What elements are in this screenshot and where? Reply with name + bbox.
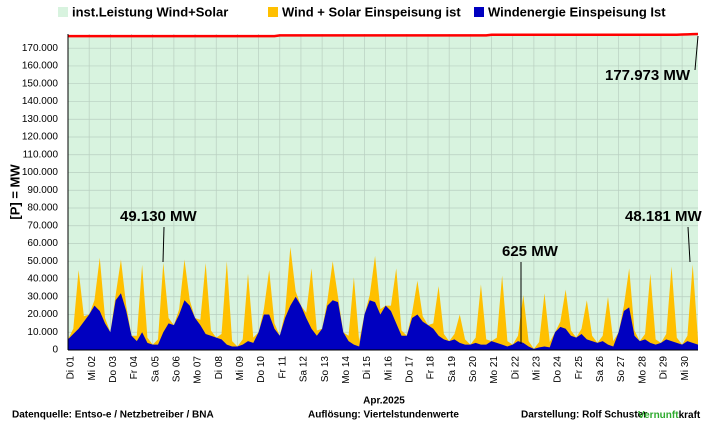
y-tick-label: 110.000	[23, 149, 59, 160]
x-tick-label: Fr 04	[129, 356, 140, 380]
x-tick-label: Mi 02	[87, 356, 98, 381]
x-tick-label: Di 01	[66, 356, 77, 380]
x-tick-label: Fr 11	[277, 356, 288, 379]
x-tick-label: Mi 16	[383, 356, 394, 381]
x-tick-label: Mo 14	[341, 356, 352, 384]
x-tick-label: Mo 21	[489, 356, 500, 384]
y-tick-label: 100.000	[22, 167, 59, 178]
annotation: 49.130 MW	[120, 208, 198, 225]
annotation: 625 MW	[502, 243, 559, 260]
area-installed	[68, 34, 698, 350]
x-tick-label: So 06	[172, 356, 183, 383]
x-tick-label: Di 22	[510, 356, 521, 380]
x-tick-label: Di 15	[362, 356, 373, 380]
annotation-leader	[694, 35, 699, 71]
x-tick-label: Mi 23	[532, 356, 543, 381]
x-tick-label: Fr 25	[574, 356, 585, 380]
footer-source: Datenquelle: Entso-e / Netzbetreiber / B…	[12, 410, 214, 421]
y-tick-label: 150.000	[22, 78, 59, 89]
x-tick-label: Mi 09	[235, 356, 246, 381]
y-tick-label: 40.000	[27, 274, 58, 285]
y-tick-label: 80.000	[27, 203, 58, 214]
y-tick-label: 30.000	[27, 291, 58, 302]
x-tick-label: Do 10	[256, 356, 267, 383]
y-tick-label: 10.000	[27, 327, 58, 338]
x-tick-label: Mi 30	[680, 356, 691, 381]
x-tick-label: Do 24	[553, 356, 564, 383]
y-axis-title: [P] = MW	[7, 164, 22, 220]
legend-label: Wind + Solar Einspeisung ist	[282, 4, 461, 19]
x-tick-label: Di 08	[214, 356, 225, 380]
annotation: 48.181 MW	[625, 208, 703, 225]
x-tick-label: Di 29	[659, 356, 670, 380]
y-tick-label: 70.000	[27, 220, 58, 231]
x-tick-label: Mo 28	[637, 356, 648, 384]
x-tick-label: So 27	[616, 356, 627, 383]
x-tick-label: Sa 12	[299, 356, 310, 383]
area-2	[68, 293, 698, 350]
y-tick-label: 170.000	[22, 43, 59, 54]
y-tick-label: 20.000	[27, 309, 58, 320]
x-tick-label: So 20	[468, 356, 479, 383]
footer-resolution: Auflösung: Viertelstundenwerte	[308, 410, 459, 421]
y-tick-label: 50.000	[27, 256, 58, 267]
x-tick-label: So 13	[320, 356, 331, 383]
line-installed	[68, 32, 699, 38]
legend-swatch	[474, 7, 484, 17]
x-tick-label: Mo 07	[193, 356, 204, 384]
legend-label: inst.Leistung Wind+Solar	[72, 4, 228, 19]
footer-credit: Darstellung: Rolf Schuster	[521, 410, 647, 421]
legend-label: Windenergie Einspeisung Ist	[488, 4, 666, 19]
y-tick-label: 130.000	[22, 114, 59, 125]
x-tick-label: Sa 19	[447, 356, 458, 383]
brand-a: Vernunft	[638, 410, 679, 421]
y-tick-label: 90.000	[27, 185, 58, 196]
annotation: 177.973 MW	[605, 67, 691, 84]
footer-brand: Vernunftkraft	[638, 410, 701, 421]
y-tick-label: 60.000	[27, 238, 58, 249]
x-tick-label: Do 17	[404, 356, 415, 383]
area-1	[68, 247, 698, 350]
y-tick-label: 140.000	[22, 96, 59, 107]
y-tick-label: 160.000	[22, 61, 59, 72]
x-axis-title: Apr.2025	[363, 396, 405, 407]
x-tick-label: Do 03	[108, 356, 119, 383]
brand-b: kraft	[679, 410, 701, 421]
x-tick-label: Sa 05	[150, 356, 161, 383]
legend-swatch	[268, 7, 278, 17]
x-tick-label: Sa 26	[595, 356, 606, 383]
legend-swatch	[58, 7, 68, 17]
x-tick-label: Fr 18	[426, 356, 437, 380]
annotation-leader	[687, 226, 691, 263]
y-tick-label: 0	[52, 345, 58, 356]
annotation-leader	[162, 226, 165, 263]
y-tick-label: 120.000	[22, 132, 59, 143]
